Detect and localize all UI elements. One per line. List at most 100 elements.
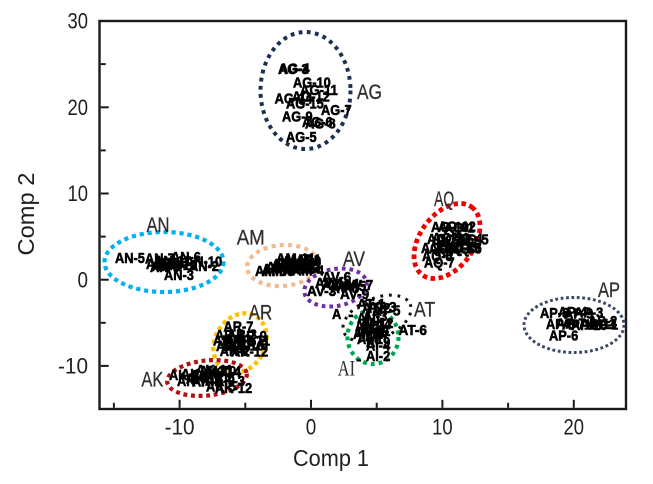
svg-text:AM-9: AM-9 [271, 258, 303, 275]
svg-text:AM-3: AM-3 [255, 263, 287, 280]
svg-text:AK-11: AK-11 [196, 362, 233, 379]
svg-text:AN-8: AN-8 [158, 255, 188, 272]
svg-text:AG-11: AG-11 [300, 82, 338, 99]
svg-text:AK-3: AK-3 [215, 373, 245, 390]
svg-text:AR-2: AR-2 [220, 343, 250, 360]
svg-text:AP-7: AP-7 [556, 316, 585, 333]
svg-text:AG-3: AG-3 [278, 61, 309, 78]
svg-text:AQ-4: AQ-4 [452, 231, 483, 248]
svg-text:AM-14: AM-14 [276, 255, 316, 272]
svg-text:Comp 2: Comp 2 [13, 173, 39, 256]
svg-text:AI-4: AI-4 [366, 338, 391, 355]
svg-text:AK-6: AK-6 [191, 368, 221, 385]
svg-text:AR-8: AR-8 [224, 333, 254, 350]
svg-text:AG-5: AG-5 [286, 129, 317, 146]
svg-text:AR-10: AR-10 [227, 338, 264, 355]
svg-text:AP-3: AP-3 [574, 305, 603, 322]
svg-text:AQ-6: AQ-6 [451, 241, 482, 258]
svg-text:10: 10 [68, 181, 89, 206]
svg-text:AM-8: AM-8 [266, 259, 298, 276]
svg-text:AR-11: AR-11 [233, 333, 270, 350]
svg-text:AM-13: AM-13 [272, 256, 311, 273]
svg-text:AV-3: AV-3 [307, 283, 336, 300]
svg-text:AQ-3: AQ-3 [429, 241, 460, 258]
svg-text:AT-3: AT-3 [368, 299, 397, 316]
svg-text:AN-7: AN-7 [145, 251, 175, 268]
svg-text:AK-12: AK-12 [215, 380, 252, 397]
svg-text:AK-10: AK-10 [199, 363, 236, 380]
svg-text:AN-4: AN-4 [152, 258, 182, 275]
svg-text:AP-6: AP-6 [549, 328, 578, 345]
svg-text:AI-5: AI-5 [355, 318, 379, 335]
svg-text:AI-9: AI-9 [366, 334, 390, 351]
svg-text:AT: AT [414, 298, 435, 321]
svg-text:AV-8: AV-8 [330, 280, 359, 297]
svg-text:AP-9: AP-9 [564, 306, 593, 323]
svg-text:AG-4: AG-4 [279, 61, 310, 78]
svg-text:AQ-16: AQ-16 [444, 240, 482, 257]
svg-text:AP-11: AP-11 [580, 316, 616, 333]
svg-text:AI-2: AI-2 [366, 348, 390, 365]
svg-text:AK-9: AK-9 [205, 373, 235, 390]
svg-text:AM-15: AM-15 [281, 258, 320, 275]
svg-text:AK-14: AK-14 [204, 364, 242, 381]
svg-text:AI-3: AI-3 [363, 308, 387, 325]
svg-text:AN-9: AN-9 [150, 259, 180, 276]
svg-text:10: 10 [432, 414, 453, 439]
svg-text:AK-8: AK-8 [192, 374, 222, 391]
svg-text:AP-5: AP-5 [540, 305, 569, 322]
svg-text:AV-5: AV-5 [337, 278, 366, 295]
svg-text:AQ-2: AQ-2 [427, 231, 458, 248]
svg-text:AG-9: AG-9 [282, 109, 313, 126]
svg-text:AR-5: AR-5 [216, 338, 246, 355]
svg-text:AN-1: AN-1 [146, 256, 176, 273]
svg-text:AI-1: AI-1 [357, 310, 381, 327]
svg-text:AP: AP [598, 279, 620, 302]
svg-text:AM-5: AM-5 [283, 261, 315, 278]
svg-text:AR-9: AR-9 [237, 328, 267, 345]
svg-text:AP-12: AP-12 [562, 317, 598, 334]
svg-text:AK-1: AK-1 [181, 366, 211, 383]
svg-text:AG-10: AG-10 [293, 75, 331, 92]
svg-text:AM-10: AM-10 [282, 253, 321, 270]
svg-text:AN-12: AN-12 [160, 257, 197, 274]
svg-text:AI-12: AI-12 [362, 315, 393, 332]
svg-text:AM-12: AM-12 [276, 260, 315, 277]
svg-text:AK-5: AK-5 [206, 379, 236, 396]
svg-text:AN-11: AN-11 [154, 253, 191, 270]
svg-text:AV-4: AV-4 [330, 276, 360, 293]
svg-text:AV-1: AV-1 [315, 275, 344, 292]
svg-text:AP-1: AP-1 [589, 317, 618, 334]
svg-text:AP-2: AP-2 [588, 313, 617, 330]
svg-text:AR-12: AR-12 [231, 344, 268, 361]
svg-text:AN-10: AN-10 [185, 254, 222, 271]
svg-text:AI-8: AI-8 [357, 331, 381, 348]
svg-text:Comp 1: Comp 1 [293, 445, 369, 471]
svg-text:0: 0 [306, 414, 317, 439]
svg-text:AP-8: AP-8 [546, 316, 575, 333]
svg-text:AI: AI [338, 356, 355, 381]
svg-text:AV-9: AV-9 [340, 286, 369, 303]
svg-text:30: 30 [68, 9, 89, 34]
svg-text:AM-7: AM-7 [262, 261, 294, 278]
svg-text:AR-3: AR-3 [227, 327, 257, 344]
svg-text:AG-15: AG-15 [286, 96, 324, 113]
svg-text:AM-1: AM-1 [289, 252, 321, 269]
svg-text:AT-6: AT-6 [399, 322, 428, 339]
svg-text:AM: AM [237, 226, 265, 249]
svg-text:AI-7: AI-7 [365, 328, 389, 345]
svg-text:AN-5: AN-5 [115, 250, 145, 267]
svg-text:AQ-1: AQ-1 [444, 220, 475, 237]
svg-text:AG-7: AG-7 [321, 102, 352, 119]
svg-text:AG-12: AG-12 [292, 89, 330, 106]
svg-text:AV-6: AV-6 [322, 269, 351, 286]
svg-text:AM-2: AM-2 [288, 259, 320, 276]
svg-text:AK: AK [141, 369, 163, 392]
svg-text:AK-7: AK-7 [177, 373, 207, 390]
svg-text:AQ-15: AQ-15 [436, 232, 474, 249]
svg-text:AN: AN [147, 214, 170, 237]
svg-text:AP-4: AP-4 [558, 304, 588, 321]
svg-text:AM-4: AM-4 [292, 263, 325, 280]
svg-text:20: 20 [68, 95, 89, 120]
svg-text:AN-6: AN-6 [171, 249, 201, 266]
